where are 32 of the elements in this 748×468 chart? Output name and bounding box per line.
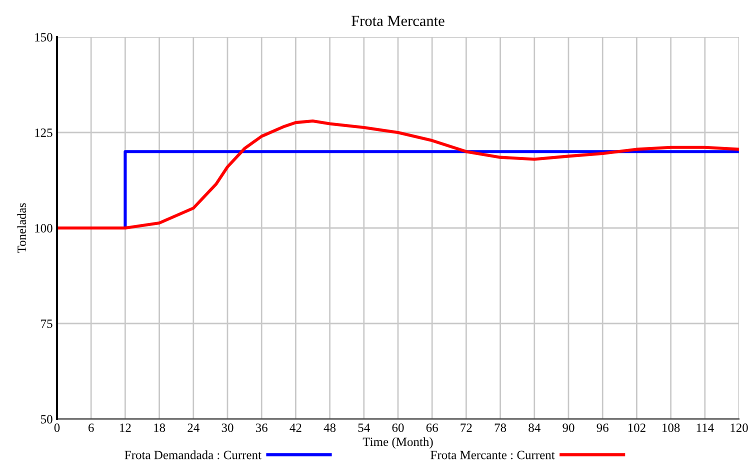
legend-label: Frota Mercante : Current — [430, 450, 555, 460]
x-tick-label: 24 — [188, 424, 200, 432]
x-tick-label: 6 — [88, 424, 94, 432]
x-tick-label: 72 — [460, 424, 472, 432]
x-tick-label: 84 — [528, 424, 540, 432]
x-tick-label: 54 — [358, 424, 370, 432]
y-tick-label: 50 — [41, 415, 52, 424]
x-tick-label: 78 — [494, 424, 506, 432]
x-tick-label: 120 — [730, 424, 748, 432]
x-tick-label: 0 — [54, 424, 60, 432]
x-tick-label: 108 — [662, 424, 680, 432]
y-tick-label: 125 — [35, 128, 52, 137]
chart-title: Frota Mercante — [352, 16, 444, 26]
y-axis-title: Toneladas — [17, 203, 26, 254]
line-series — [57, 120, 739, 230]
x-tick-label: 96 — [596, 424, 608, 432]
x-tick-label: 102 — [628, 424, 646, 432]
legend-label: Frota Demandada : Current — [124, 450, 262, 460]
x-tick-label: 30 — [222, 424, 234, 432]
x-axis-title: Time (Month) — [362, 437, 433, 449]
y-tick-label: 75 — [41, 320, 52, 328]
y-tick-label: 150 — [35, 33, 52, 42]
y-tick-label: 100 — [35, 224, 52, 232]
x-tick-label: 36 — [256, 424, 268, 432]
x-tick-label: 48 — [324, 424, 336, 432]
x-tick-label: 12 — [120, 424, 131, 432]
x-tick-label: 66 — [426, 424, 438, 432]
x-tick-label: 114 — [696, 424, 714, 432]
x-tick-label: 18 — [154, 424, 166, 432]
x-tick-label: 90 — [562, 424, 574, 432]
x-tick-label: 60 — [392, 424, 404, 432]
x-tick-label: 42 — [290, 424, 302, 432]
